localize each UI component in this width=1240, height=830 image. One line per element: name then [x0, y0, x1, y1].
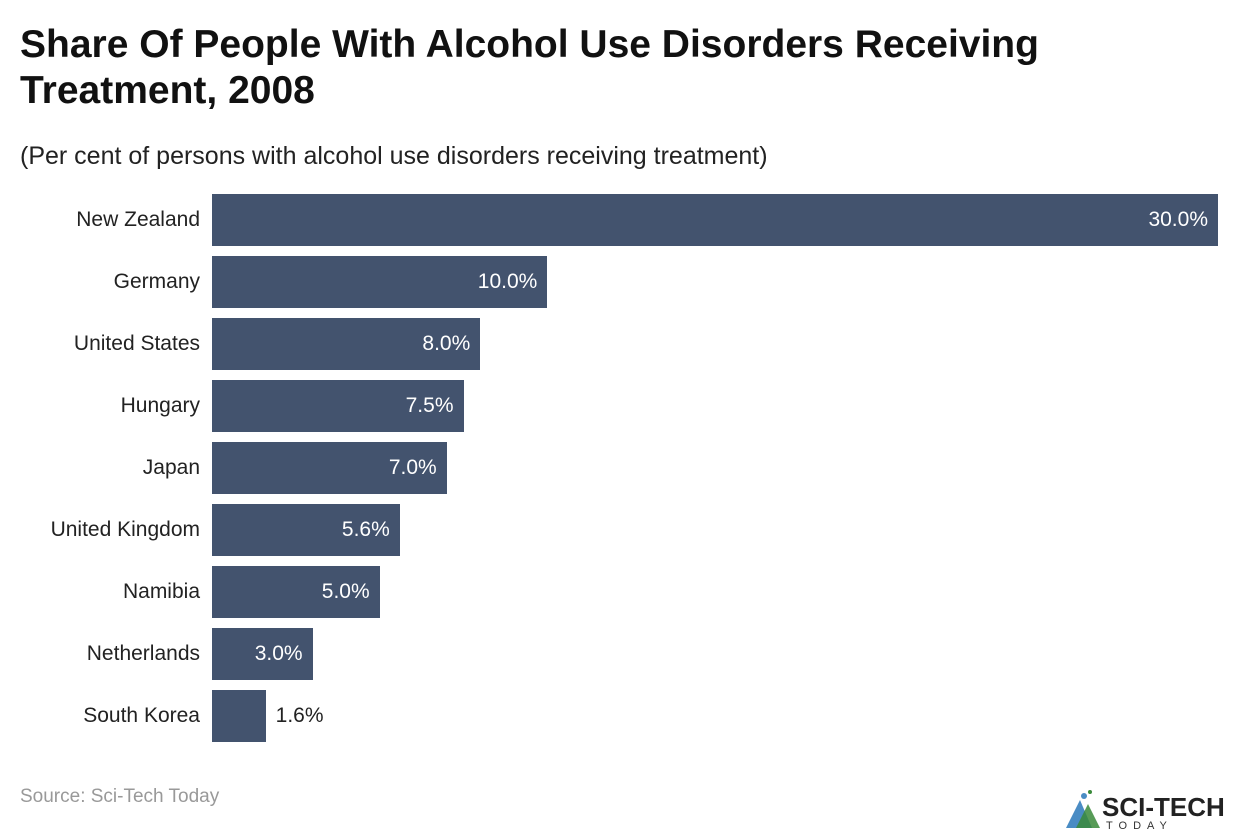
- category-label: South Korea: [83, 704, 200, 727]
- logo-subtext: TODAY: [1106, 820, 1173, 830]
- sci-tech-today-logo: SCI-TECH TODAY: [1066, 790, 1225, 830]
- category-label: New Zealand: [76, 208, 200, 231]
- category-label: Namibia: [122, 580, 200, 603]
- data-label: 5.0%: [321, 580, 370, 603]
- data-label: 10.0%: [477, 270, 538, 293]
- data-label: 7.0%: [388, 456, 437, 479]
- bar: [212, 194, 1218, 246]
- source-note: Source: Sci-Tech Today: [20, 786, 220, 807]
- chart-title: Share Of People With Alcohol Use Disorde…: [20, 23, 1039, 112]
- bar: [212, 380, 464, 432]
- data-label: 1.6%: [275, 704, 324, 727]
- data-label: 5.6%: [341, 518, 390, 541]
- data-label: 7.5%: [405, 394, 454, 417]
- bar: [212, 628, 313, 680]
- category-label: Germany: [113, 270, 200, 293]
- bar: [212, 690, 266, 742]
- category-label: Netherlands: [86, 642, 200, 665]
- bar: [212, 504, 400, 556]
- data-label: 3.0%: [254, 642, 303, 665]
- bar: [212, 442, 447, 494]
- bar: [212, 318, 481, 370]
- data-label: 8.0%: [422, 332, 471, 355]
- category-label: Japan: [142, 456, 200, 479]
- chart-subtitle: (Per cent of persons with alcohol use di…: [20, 142, 768, 170]
- bar: [212, 256, 548, 308]
- data-label: 30.0%: [1148, 208, 1208, 231]
- category-label: United Kingdom: [50, 518, 200, 541]
- category-label: United States: [73, 332, 200, 355]
- bar: [212, 566, 380, 618]
- category-label: Hungary: [120, 394, 200, 417]
- logo-text: SCI-TECH: [1102, 792, 1225, 822]
